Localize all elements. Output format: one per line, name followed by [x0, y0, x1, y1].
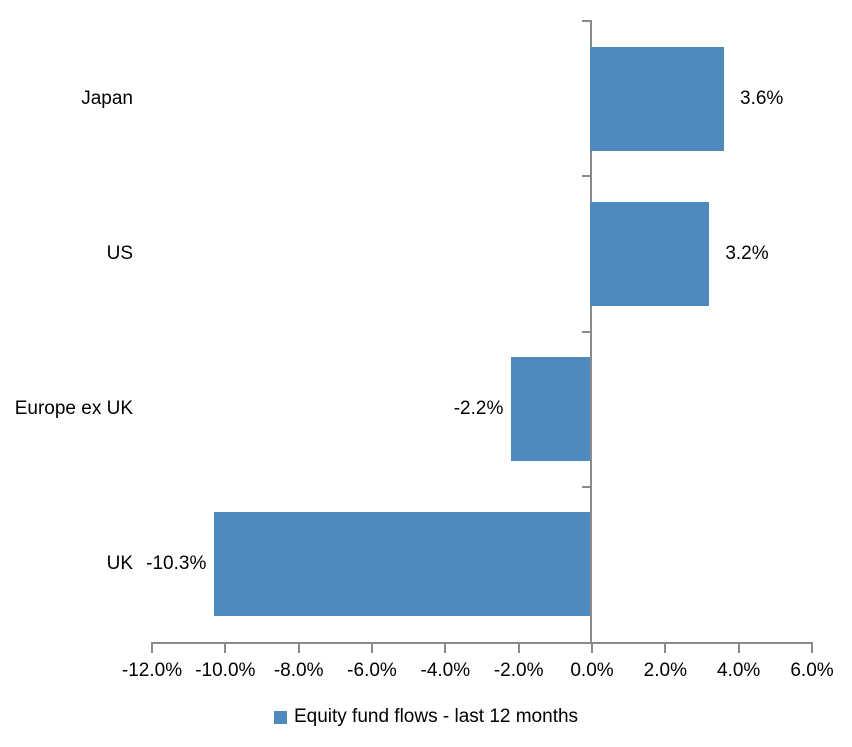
- bar-us: [590, 201, 710, 306]
- bar-europe-ex-uk: [511, 357, 590, 462]
- bar-data-label: 3.6%: [740, 87, 784, 109]
- value-axis-tick: [737, 644, 740, 653]
- axis-tick-label: -2.0%: [493, 660, 544, 681]
- value-axis-line: [151, 642, 813, 644]
- category-label: Japan: [81, 87, 133, 109]
- category-axis-tick: [582, 20, 590, 22]
- category-axis-tick: [582, 175, 590, 178]
- category-label: US: [106, 242, 133, 264]
- axis-tick-label: -10.0%: [195, 660, 256, 681]
- value-axis-tick: [517, 644, 520, 653]
- axis-tick-label: 6.0%: [790, 660, 834, 681]
- value-axis-tick: [151, 644, 153, 653]
- axis-tick-label: -4.0%: [420, 660, 471, 681]
- bar-uk: [214, 512, 590, 617]
- value-axis-tick: [811, 644, 813, 653]
- legend-label: Equity fund flows - last 12 months: [293, 706, 579, 727]
- bar-data-label: 3.2%: [725, 242, 769, 264]
- bar-data-label: -10.3%: [146, 553, 207, 575]
- category-axis-tick: [582, 485, 590, 488]
- category-label: UK: [106, 553, 133, 575]
- axis-tick-label: -8.0%: [273, 660, 324, 681]
- axis-tick-label: 0.0%: [570, 660, 614, 681]
- axis-tick-label: -12.0%: [121, 660, 183, 681]
- axis-tick-label: 2.0%: [643, 660, 687, 681]
- category-axis-line: [590, 20, 592, 643]
- value-axis-tick: [371, 644, 373, 653]
- bar-japan: [590, 46, 724, 151]
- legend: Equity fund flows - last 12 months: [0, 706, 852, 728]
- value-axis-tick: [444, 644, 447, 653]
- legend-swatch: [273, 710, 287, 724]
- value-axis-tick: [664, 644, 667, 653]
- value-axis-tick: [224, 644, 227, 653]
- axis-tick-label: 4.0%: [717, 660, 761, 681]
- bar-data-label: -2.2%: [453, 398, 504, 420]
- category-axis-tick: [582, 330, 590, 333]
- category-label: Europe ex UK: [14, 398, 133, 420]
- axis-tick-label: -6.0%: [347, 660, 397, 681]
- value-axis-tick: [297, 644, 300, 653]
- value-axis-tick: [591, 644, 593, 653]
